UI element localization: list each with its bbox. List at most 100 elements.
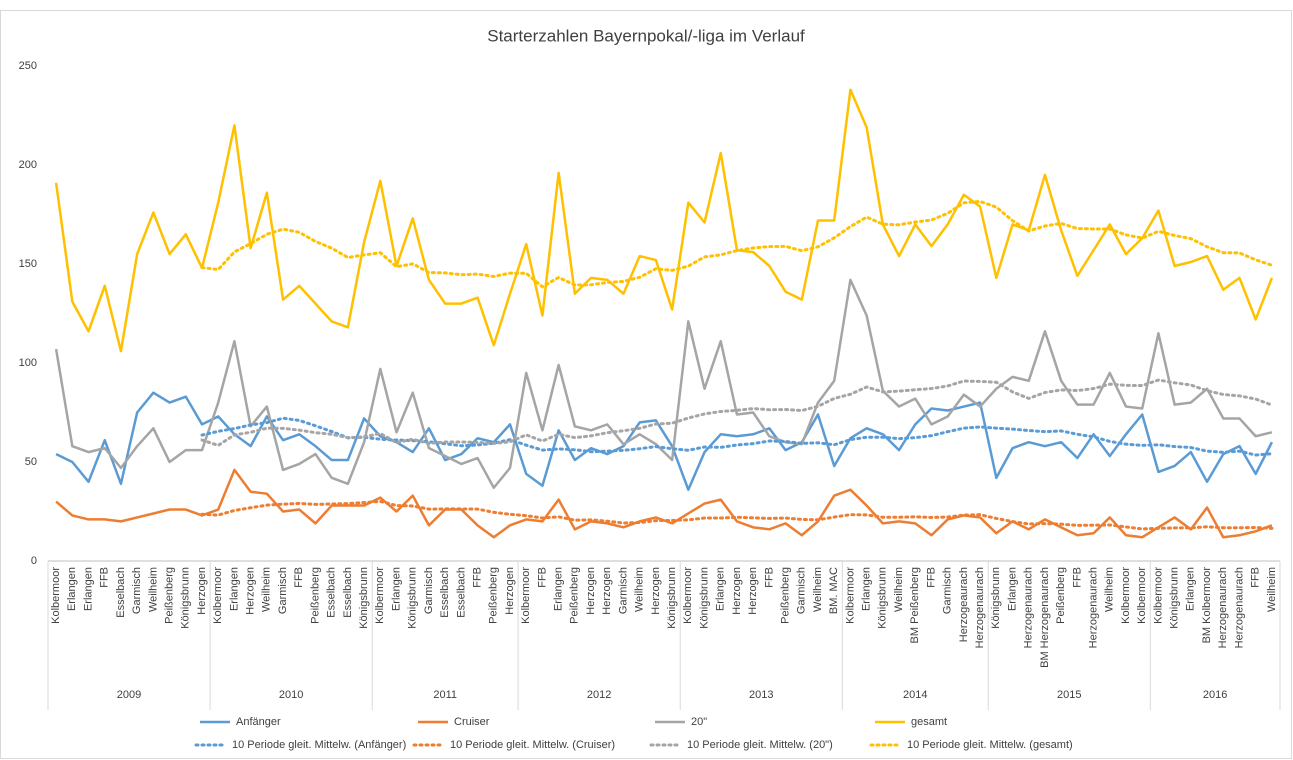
x-tick-label: Garmisch: [131, 567, 143, 614]
y-tick-label: 250: [19, 60, 37, 72]
x-tick-label: Esselbach: [326, 567, 338, 618]
group-label: 2010: [279, 689, 303, 701]
x-tick-label: Herzogeaurach: [958, 567, 970, 642]
x-tick-label: Kolbermoor: [844, 567, 856, 624]
legend-label: 20": [691, 716, 707, 728]
x-tick-label: FFB: [1071, 567, 1083, 588]
x-tick-label: Peißenberg: [1055, 567, 1067, 624]
group-label: 2013: [749, 689, 773, 701]
group-label: 2011: [433, 689, 457, 701]
x-tick-label: Königsbrunn: [407, 567, 419, 629]
x-tick-label: Kolbermoor: [520, 567, 532, 624]
x-tick-label: Kolbermoor: [1136, 567, 1148, 624]
group-label: 2014: [903, 689, 927, 701]
x-tick-label: Peißenberg: [779, 567, 791, 624]
x-tick-label: BM Kolbermoor: [1201, 567, 1213, 644]
x-tick-label: Herzogen: [650, 567, 662, 615]
x-tick-label: Herzogenaurach: [1023, 567, 1035, 648]
x-tick-label: FFB: [471, 567, 483, 588]
x-tick-label: Kolbermoor: [1120, 567, 1132, 624]
x-tick-label: FFB: [99, 567, 111, 588]
x-tick-label: Kolbermoor: [374, 567, 386, 624]
y-tick-label: 150: [19, 258, 37, 270]
x-tick-label: Weilheim: [893, 567, 905, 612]
x-tick-label: Herzogen: [196, 567, 208, 615]
chart-border: [0, 10, 1292, 759]
x-tick-label: Herzogenaurach: [1087, 567, 1099, 648]
x-tick-label: Königsbrunn: [358, 567, 370, 629]
group-label: 2016: [1203, 689, 1227, 701]
trendline: [200, 499, 1274, 531]
x-tick-label: Weilheim: [1104, 567, 1116, 612]
x-tick-label: Herzogen: [504, 567, 516, 615]
chart-title: Starterzahlen Bayernpokal/-liga im Verla…: [487, 26, 805, 45]
y-tick-label: 200: [19, 159, 37, 171]
x-tick-label: Garmisch: [796, 567, 808, 614]
legend-label: gesamt: [911, 716, 947, 728]
x-tick-label: Weilheim: [812, 567, 824, 612]
x-tick-label: Erlangen: [553, 567, 565, 611]
trendline: [200, 378, 1274, 448]
x-tick-label: FFB: [536, 567, 548, 588]
x-tick-label: Erlangen: [861, 567, 873, 611]
x-tick-label: Weilheim: [634, 567, 646, 612]
legend-label: 10 Periode gleit. Mittelw. (20"): [687, 739, 833, 751]
x-tick-label: Kolbermoor: [682, 567, 694, 624]
x-tick-label: Weilheim: [147, 567, 159, 612]
y-tick-label: 0: [31, 555, 37, 567]
x-tick-label: Herzogen: [731, 567, 743, 615]
x-tick-label: Esselbach: [439, 567, 451, 618]
x-tick-label: Erlangen: [1006, 567, 1018, 611]
x-tick-label: Herzogen: [747, 567, 759, 615]
x-tick-label: Kolbermoor: [50, 567, 62, 624]
x-tick-label: Garmisch: [942, 567, 954, 614]
x-tick-label: FFB: [763, 567, 775, 588]
x-tick-label: Esselbach: [342, 567, 354, 618]
x-tick-label: Herzogen: [601, 567, 613, 615]
x-tick-label: Garmisch: [423, 567, 435, 614]
x-tick-label: Esselbach: [455, 567, 467, 618]
group-label: 2012: [587, 689, 611, 701]
x-tick-label: Erlangen: [715, 567, 727, 611]
line-series: [54, 278, 1273, 489]
x-tick-label: FFB: [1250, 567, 1262, 588]
x-tick-label: Herzogen: [245, 567, 257, 615]
trendline: [200, 199, 1274, 289]
trendline: [200, 416, 1274, 457]
x-tick-label: Erlangen: [228, 567, 240, 611]
x-tick-label: Königsbrunn: [877, 567, 889, 629]
x-tick-label: Erlangen: [82, 567, 94, 611]
x-tick-label: BM Herzogenaurach: [1039, 567, 1051, 668]
x-tick-label: FFB: [925, 567, 937, 588]
x-tick-label: Königsbrunn: [990, 567, 1002, 629]
x-tick-label: Kolbermoor: [212, 567, 224, 624]
y-tick-label: 100: [19, 357, 37, 369]
x-tick-label: Königsbrunn: [698, 567, 710, 629]
x-tick-label: Peißenberg: [569, 567, 581, 624]
x-tick-label: Erlangen: [1185, 567, 1197, 611]
x-tick-label: Königsbrunn: [1169, 567, 1181, 629]
x-tick-label: Königsbrunn: [180, 567, 192, 629]
x-tick-label: Esselbach: [115, 567, 127, 618]
x-tick-label: Garmisch: [617, 567, 629, 614]
group-label: 2009: [117, 689, 141, 701]
x-tick-label: Weilheim: [261, 567, 273, 612]
x-tick-label: Peißenberg: [309, 567, 321, 624]
group-label: 2015: [1057, 689, 1081, 701]
x-tick-label: Garmisch: [277, 567, 289, 614]
x-tick-label: FFB: [293, 567, 305, 588]
x-tick-label: Erlangen: [390, 567, 402, 611]
x-tick-label: Herzogenaurach: [1233, 567, 1245, 648]
x-tick-label: BM. MAC: [828, 567, 840, 614]
x-tick-label: Herzogenaurach: [1217, 567, 1229, 648]
legend-label: Cruiser: [454, 716, 490, 728]
x-tick-label: Herzogen: [585, 567, 597, 615]
x-tick-label: Peißenberg: [163, 567, 175, 624]
line-series: [54, 88, 1274, 353]
x-tick-label: Peißenberg: [488, 567, 500, 624]
legend-label: 10 Periode gleit. Mittelw. (gesamt): [907, 739, 1073, 751]
legend-label: 10 Periode gleit. Mittelw. (Cruiser): [450, 739, 615, 751]
x-tick-label: Erlangen: [66, 567, 78, 611]
x-tick-label: Königsbrunn: [666, 567, 678, 629]
